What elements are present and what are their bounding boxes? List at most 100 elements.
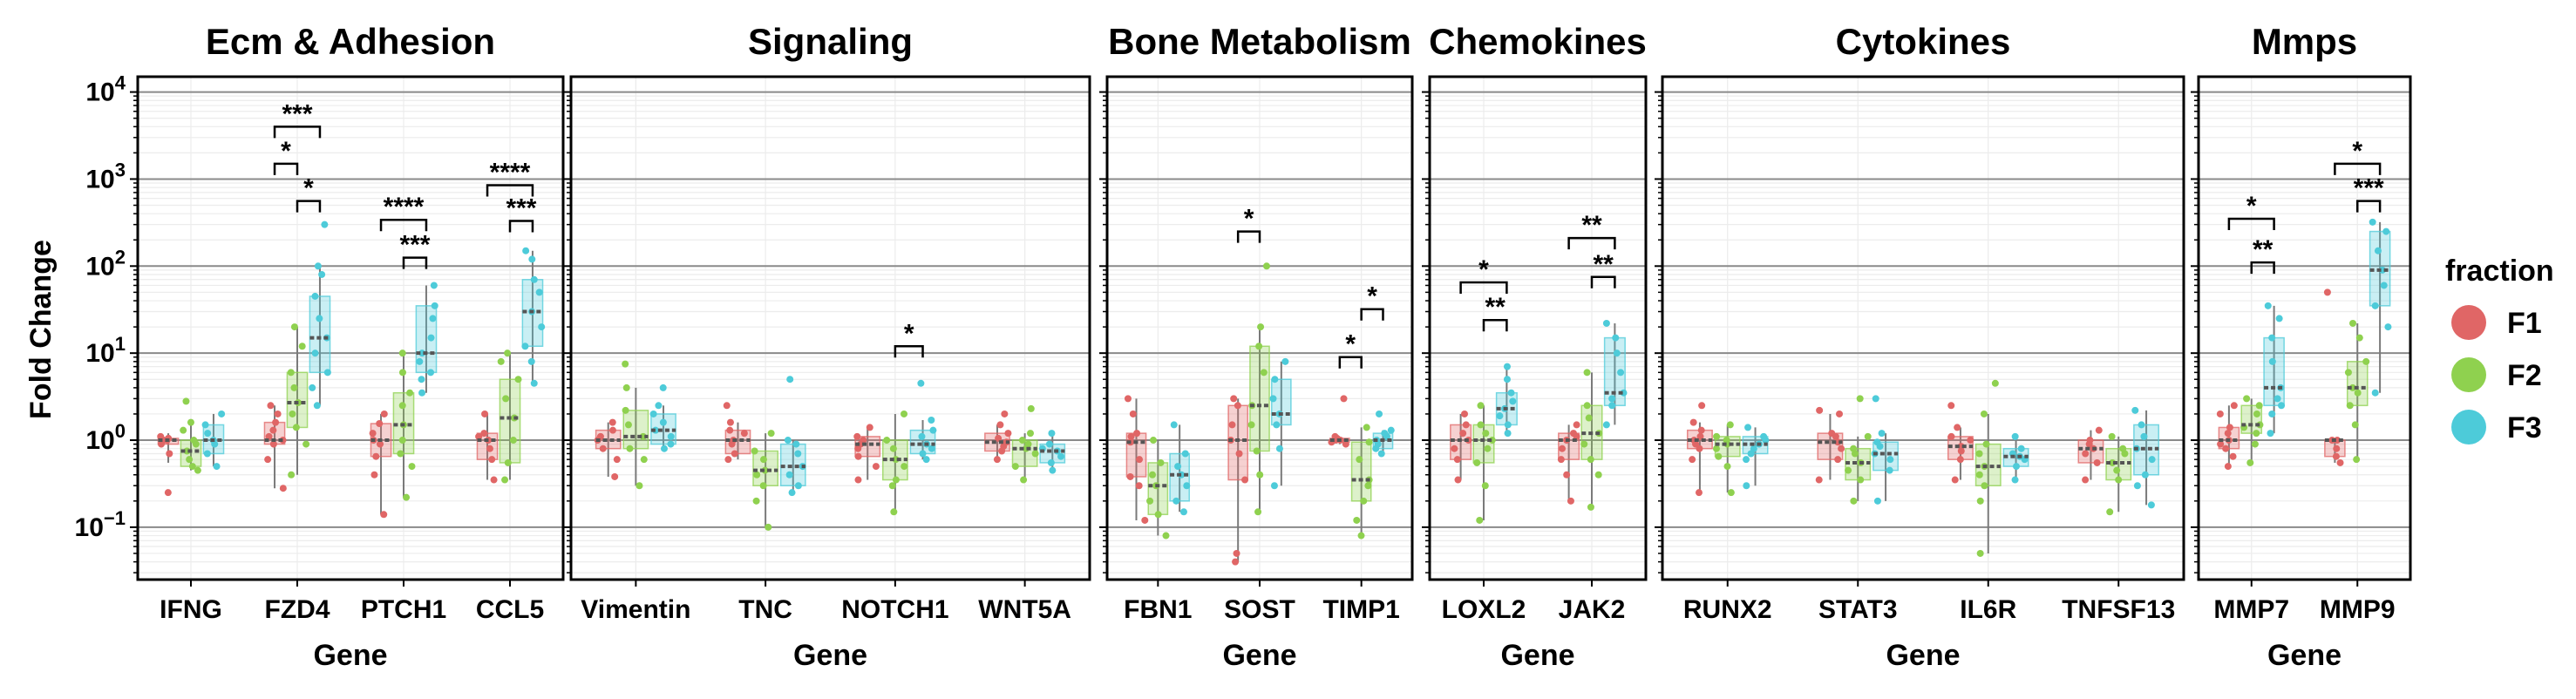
data-point bbox=[369, 430, 377, 438]
data-point bbox=[640, 456, 648, 464]
data-point bbox=[759, 456, 767, 464]
x-tick-label: TNC bbox=[738, 595, 792, 624]
bracket-line bbox=[1567, 236, 1616, 250]
bracket-line bbox=[486, 184, 534, 197]
data-point bbox=[1744, 424, 1752, 431]
data-point bbox=[292, 424, 300, 431]
data-point bbox=[377, 440, 384, 448]
data-point bbox=[1129, 410, 1137, 417]
data-point bbox=[1172, 497, 1180, 505]
data-point bbox=[1856, 395, 1864, 403]
significance-bracket: **** bbox=[379, 193, 428, 232]
plot-area bbox=[571, 77, 1090, 580]
data-point bbox=[1477, 421, 1485, 429]
data-point bbox=[1269, 395, 1277, 403]
data-point bbox=[1886, 456, 1894, 464]
significance-bracket: * bbox=[296, 174, 322, 213]
data-point bbox=[1617, 369, 1625, 377]
significance-label: * bbox=[303, 174, 314, 203]
data-point bbox=[1170, 421, 1178, 429]
data-point bbox=[1602, 421, 1610, 429]
data-point bbox=[218, 410, 226, 417]
box-mmp9-f1 bbox=[2323, 288, 2346, 466]
x-tick-label: MMP7 bbox=[2213, 595, 2289, 624]
data-point bbox=[1954, 424, 1961, 431]
significance-bracket: *** bbox=[399, 231, 431, 269]
x-tick-label: TNFSF13 bbox=[2062, 595, 2175, 624]
data-point bbox=[2138, 421, 2145, 429]
data-point bbox=[1503, 363, 1511, 370]
data-point bbox=[853, 432, 861, 440]
box-sost-f1 bbox=[1227, 395, 1249, 566]
gene-group-ccl5 bbox=[475, 247, 546, 484]
data-point bbox=[186, 456, 194, 464]
data-point bbox=[2216, 410, 2224, 417]
significance-bracket: * bbox=[1459, 255, 1508, 294]
box-runx2-f1 bbox=[1686, 402, 1713, 497]
box-ptch1-f2 bbox=[392, 350, 416, 501]
data-point bbox=[901, 463, 908, 471]
box-mmp9-f3 bbox=[2369, 218, 2392, 397]
gene-group-loxl2 bbox=[1450, 363, 1518, 524]
data-point bbox=[398, 350, 406, 357]
data-point bbox=[2336, 458, 2344, 466]
data-point bbox=[1255, 343, 1263, 350]
gene-group-fbn1 bbox=[1124, 395, 1191, 540]
panel-frame bbox=[1428, 75, 1648, 581]
box-jak2-f3 bbox=[1602, 319, 1628, 429]
data-point bbox=[2086, 437, 2094, 445]
data-point bbox=[1453, 456, 1461, 464]
data-point bbox=[649, 410, 657, 417]
data-point bbox=[929, 426, 937, 434]
data-point bbox=[995, 434, 1003, 442]
data-point bbox=[659, 418, 667, 426]
significance-bracket: **** bbox=[486, 158, 534, 197]
box-fbn1-f3 bbox=[1169, 421, 1191, 516]
data-point bbox=[1377, 450, 1385, 458]
box-loxl2-f3 bbox=[1495, 363, 1518, 438]
data-point bbox=[1454, 476, 1462, 484]
data-point bbox=[1585, 414, 1593, 422]
data-point bbox=[1760, 432, 1768, 440]
data-point bbox=[203, 450, 211, 458]
box-runx2-f2 bbox=[1712, 421, 1741, 497]
gene-group-stat3 bbox=[1815, 395, 1900, 505]
box-ifng-f3 bbox=[201, 410, 226, 471]
data-point bbox=[1235, 450, 1243, 458]
box-tnc-f2 bbox=[751, 430, 779, 531]
bracket-line bbox=[508, 220, 534, 233]
box-jak2-f1 bbox=[1557, 421, 1580, 505]
panel-frame bbox=[1661, 75, 2185, 581]
data-point bbox=[1608, 402, 1616, 410]
y-tick-label: 100 bbox=[85, 420, 126, 455]
data-point bbox=[2355, 334, 2363, 342]
data-point bbox=[1353, 516, 1361, 524]
data-point bbox=[1232, 558, 1240, 566]
data-point bbox=[1146, 497, 1154, 505]
gene-group-jak2 bbox=[1557, 319, 1628, 511]
data-point bbox=[267, 402, 275, 410]
data-point bbox=[1233, 549, 1240, 557]
data-point bbox=[311, 292, 319, 300]
panel-cytokines: Cytokines RUNX2 STAT3 IL6R TNFSF13 Gene bbox=[1655, 21, 2185, 672]
data-point bbox=[759, 482, 767, 490]
data-point bbox=[2353, 456, 2361, 464]
data-point bbox=[1031, 450, 1039, 458]
data-point bbox=[1154, 511, 1162, 519]
data-point bbox=[2354, 389, 2362, 397]
data-point bbox=[321, 221, 329, 228]
data-point bbox=[655, 402, 663, 410]
data-point bbox=[1133, 430, 1141, 438]
gene-group-timp1 bbox=[1328, 395, 1395, 540]
data-point bbox=[408, 463, 416, 471]
data-point bbox=[1273, 421, 1281, 429]
legend-item-f2: F2 bbox=[2451, 357, 2542, 392]
y-tick-label: 10−1 bbox=[75, 507, 126, 542]
data-point bbox=[2384, 323, 2392, 331]
plot-area bbox=[1662, 77, 2184, 580]
data-point bbox=[2133, 482, 2141, 490]
data-point bbox=[480, 430, 488, 438]
box-iqr bbox=[499, 378, 521, 464]
